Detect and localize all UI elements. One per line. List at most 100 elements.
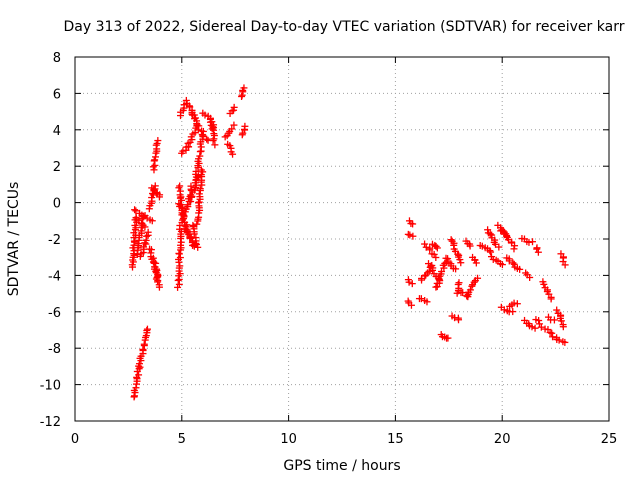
data-point	[140, 213, 148, 221]
data-point	[455, 316, 463, 324]
axis-ticks	[74, 56, 610, 422]
data-point	[176, 262, 184, 270]
data-point	[192, 167, 200, 175]
data-point	[487, 248, 495, 256]
data-point	[178, 219, 186, 227]
data-point	[505, 257, 513, 265]
y-tick-label: 4	[53, 124, 61, 139]
data-point	[132, 207, 140, 215]
data-point	[138, 219, 146, 227]
data-point	[194, 126, 202, 134]
data-point	[557, 317, 565, 325]
data-point	[426, 246, 434, 254]
data-point	[444, 334, 452, 342]
data-point	[144, 228, 152, 236]
data-point	[468, 282, 476, 290]
data-point	[472, 259, 480, 267]
data-point	[553, 306, 561, 314]
x-tick-label: 10	[280, 432, 297, 447]
data-point	[186, 233, 194, 241]
data-point	[130, 229, 138, 237]
data-point	[463, 292, 471, 300]
y-tick-label: -4	[48, 269, 61, 284]
data-point	[153, 266, 161, 274]
data-point	[192, 239, 200, 247]
data-point	[529, 238, 537, 246]
data-point	[540, 280, 548, 288]
data-point	[561, 338, 569, 346]
data-point	[208, 125, 216, 133]
x-tick-label: 0	[71, 432, 79, 447]
data-point	[187, 234, 195, 242]
data-point	[195, 190, 203, 198]
data-point	[531, 324, 539, 332]
data-point	[149, 163, 157, 171]
data-point	[155, 193, 163, 201]
data-point	[176, 254, 184, 262]
data-point	[537, 323, 545, 331]
data-point	[534, 248, 542, 256]
data-point	[228, 125, 236, 133]
data-point	[457, 259, 465, 267]
data-points	[128, 84, 569, 401]
x-tick-label: 20	[494, 432, 511, 447]
data-point	[140, 340, 148, 348]
data-point	[533, 245, 541, 253]
data-point	[405, 278, 413, 286]
data-point	[177, 241, 185, 249]
y-tick-label: -8	[48, 342, 61, 357]
data-point	[555, 336, 563, 344]
data-point	[155, 283, 163, 291]
data-point	[509, 308, 517, 316]
data-point	[240, 84, 248, 92]
data-point	[550, 316, 558, 324]
data-point	[421, 240, 429, 248]
data-point	[498, 261, 506, 269]
data-point	[452, 265, 460, 273]
data-point	[535, 317, 543, 325]
data-point	[409, 232, 417, 240]
x-tick-labels: 0 5 10 15 20 25	[71, 432, 617, 447]
data-point	[409, 220, 417, 228]
data-point	[474, 274, 482, 282]
data-point	[175, 249, 183, 257]
data-point	[429, 266, 437, 274]
data-point	[549, 333, 557, 341]
data-point	[209, 137, 217, 145]
x-axis-title: GPS time / hours	[283, 458, 400, 474]
data-point	[198, 127, 206, 135]
data-point	[559, 323, 567, 331]
data-point	[433, 244, 441, 252]
data-point	[179, 215, 187, 223]
data-point	[425, 267, 433, 275]
data-point	[182, 96, 190, 104]
data-point	[201, 111, 209, 119]
data-point	[547, 295, 555, 303]
y-axis-title: SDTVAR / TECUs	[6, 182, 22, 297]
data-point	[447, 236, 455, 244]
data-point	[190, 230, 198, 238]
data-point	[135, 371, 143, 379]
data-point	[230, 121, 238, 129]
data-point	[509, 259, 517, 267]
data-point	[406, 231, 414, 239]
data-point	[510, 245, 518, 253]
data-point	[154, 137, 162, 145]
data-point	[561, 261, 569, 269]
data-point	[495, 243, 503, 251]
data-point	[195, 199, 203, 207]
data-point	[459, 289, 467, 297]
x-tick-label: 5	[178, 432, 186, 447]
data-point	[470, 278, 478, 286]
data-point	[442, 254, 450, 262]
data-point	[500, 228, 508, 236]
data-point	[466, 286, 474, 294]
data-point	[528, 323, 536, 331]
data-point	[203, 135, 211, 143]
y-tick-label: -6	[48, 306, 61, 321]
data-point	[548, 329, 556, 337]
chart-title: Day 313 of 2022, Sidereal Day-to-day VTE…	[64, 19, 625, 35]
data-point	[139, 345, 147, 353]
